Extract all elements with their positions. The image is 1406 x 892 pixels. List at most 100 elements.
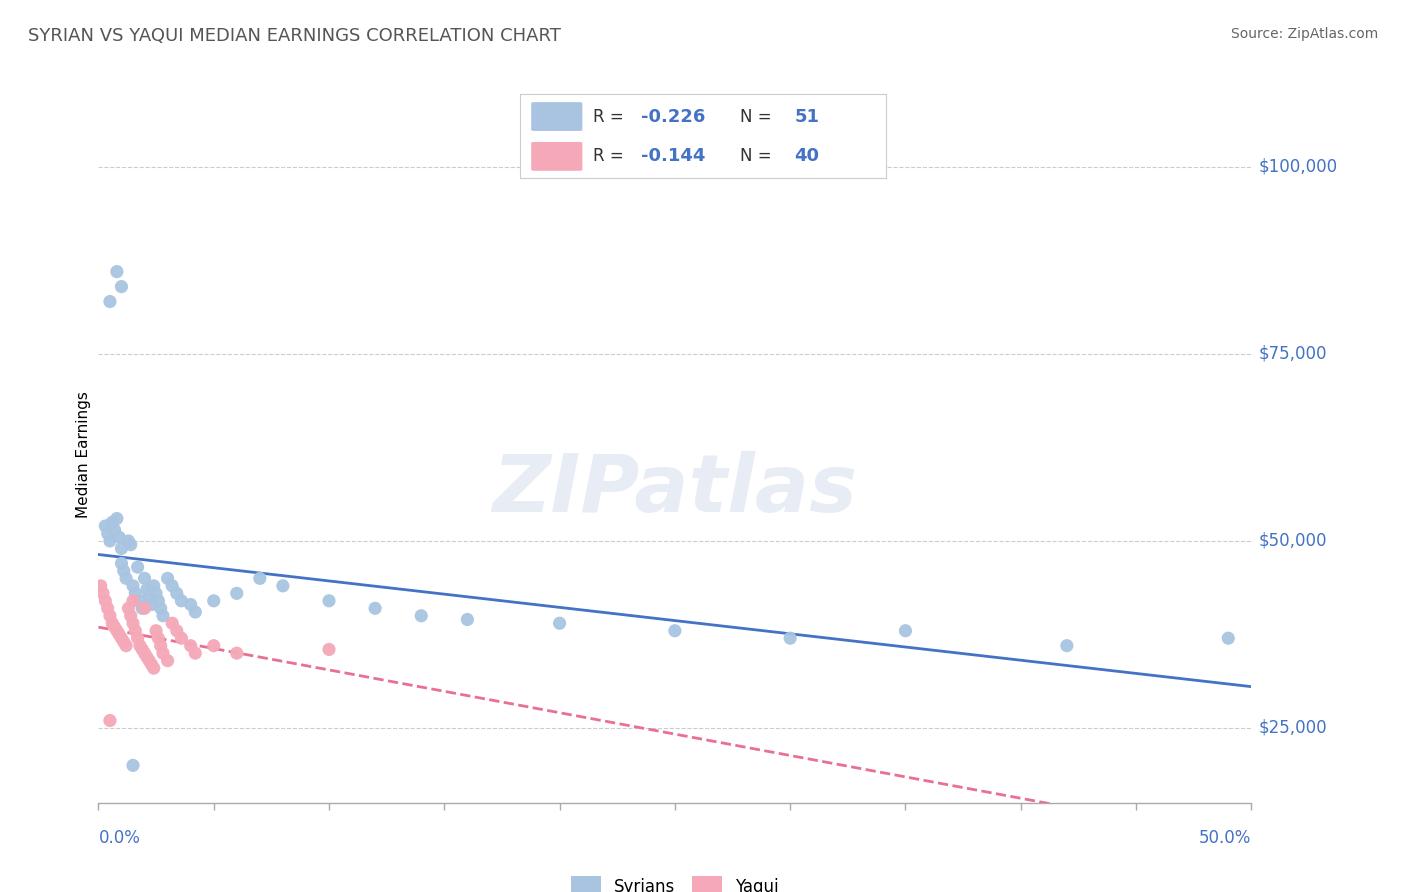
Point [117, 533, 139, 548]
Point [103, 620, 125, 634]
Point [120, 608, 142, 623]
Point [101, 616, 124, 631]
Point [156, 571, 179, 585]
Point [202, 594, 225, 608]
Text: 0.0%: 0.0% [98, 829, 141, 847]
Point [101, 515, 124, 529]
Point [97, 601, 120, 615]
Point [103, 523, 125, 537]
Point [127, 631, 149, 645]
Point [97, 526, 120, 541]
Point [148, 594, 170, 608]
Point [166, 586, 188, 600]
Point [664, 624, 686, 638]
Point [134, 646, 156, 660]
Point [145, 624, 167, 638]
Point [98, 714, 121, 728]
Point [124, 624, 146, 638]
Point [141, 657, 163, 672]
Point [142, 661, 165, 675]
Point [129, 594, 152, 608]
Text: -0.144: -0.144 [641, 147, 706, 165]
Text: R =: R = [593, 147, 630, 165]
Point [141, 598, 163, 612]
Point [110, 557, 132, 571]
Point [124, 586, 146, 600]
Point [105, 265, 128, 279]
Point [779, 631, 801, 645]
Point [152, 608, 174, 623]
Point [894, 624, 917, 638]
Point [122, 758, 145, 772]
Text: N =: N = [740, 108, 776, 126]
Point [115, 639, 138, 653]
Point [135, 649, 157, 664]
Legend: Syrians, Yaqui: Syrians, Yaqui [564, 870, 786, 892]
Text: 51: 51 [794, 108, 820, 126]
Point [131, 642, 153, 657]
Point [364, 601, 387, 615]
Point [90, 579, 112, 593]
Point [170, 631, 193, 645]
Point [160, 616, 183, 631]
Point [112, 564, 135, 578]
Point [129, 639, 152, 653]
Point [98, 608, 121, 623]
Point [225, 586, 247, 600]
Point [456, 613, 478, 627]
Point [112, 635, 135, 649]
Point [249, 571, 271, 585]
Point [105, 511, 128, 525]
Text: R =: R = [593, 108, 630, 126]
Point [271, 579, 294, 593]
Text: Source: ZipAtlas.com: Source: ZipAtlas.com [1230, 27, 1378, 41]
Point [1056, 639, 1078, 653]
Text: $100,000: $100,000 [1258, 158, 1337, 176]
Text: -0.226: -0.226 [641, 108, 706, 126]
Point [122, 616, 145, 631]
Point [548, 616, 571, 631]
Point [134, 571, 156, 585]
Text: N =: N = [740, 147, 776, 165]
Point [160, 579, 183, 593]
Point [110, 279, 132, 293]
Point [142, 579, 165, 593]
Point [149, 639, 172, 653]
Point [138, 654, 160, 668]
Point [94, 519, 117, 533]
Text: $50,000: $50,000 [1258, 532, 1327, 550]
Point [145, 586, 167, 600]
Point [91, 586, 114, 600]
Text: $25,000: $25,000 [1258, 719, 1327, 737]
Point [180, 639, 202, 653]
Point [120, 538, 142, 552]
Point [184, 646, 207, 660]
Point [156, 654, 179, 668]
Point [131, 601, 153, 615]
Text: 50.0%: 50.0% [1199, 829, 1251, 847]
Point [98, 533, 121, 548]
Point [149, 601, 172, 615]
FancyBboxPatch shape [531, 142, 582, 170]
Point [411, 608, 433, 623]
Point [184, 605, 207, 619]
FancyBboxPatch shape [531, 103, 582, 131]
Point [225, 646, 247, 660]
Point [117, 601, 139, 615]
Point [135, 582, 157, 597]
Point [94, 594, 117, 608]
Point [202, 639, 225, 653]
Text: SYRIAN VS YAQUI MEDIAN EARNINGS CORRELATION CHART: SYRIAN VS YAQUI MEDIAN EARNINGS CORRELAT… [28, 27, 561, 45]
Point [148, 631, 170, 645]
Point [318, 594, 340, 608]
Point [122, 594, 145, 608]
Text: 40: 40 [794, 147, 820, 165]
Point [110, 631, 132, 645]
Point [122, 579, 145, 593]
Point [152, 646, 174, 660]
Text: ZIPatlas: ZIPatlas [492, 450, 858, 529]
Point [108, 627, 131, 641]
Point [134, 601, 156, 615]
Point [166, 624, 188, 638]
Point [105, 624, 128, 638]
